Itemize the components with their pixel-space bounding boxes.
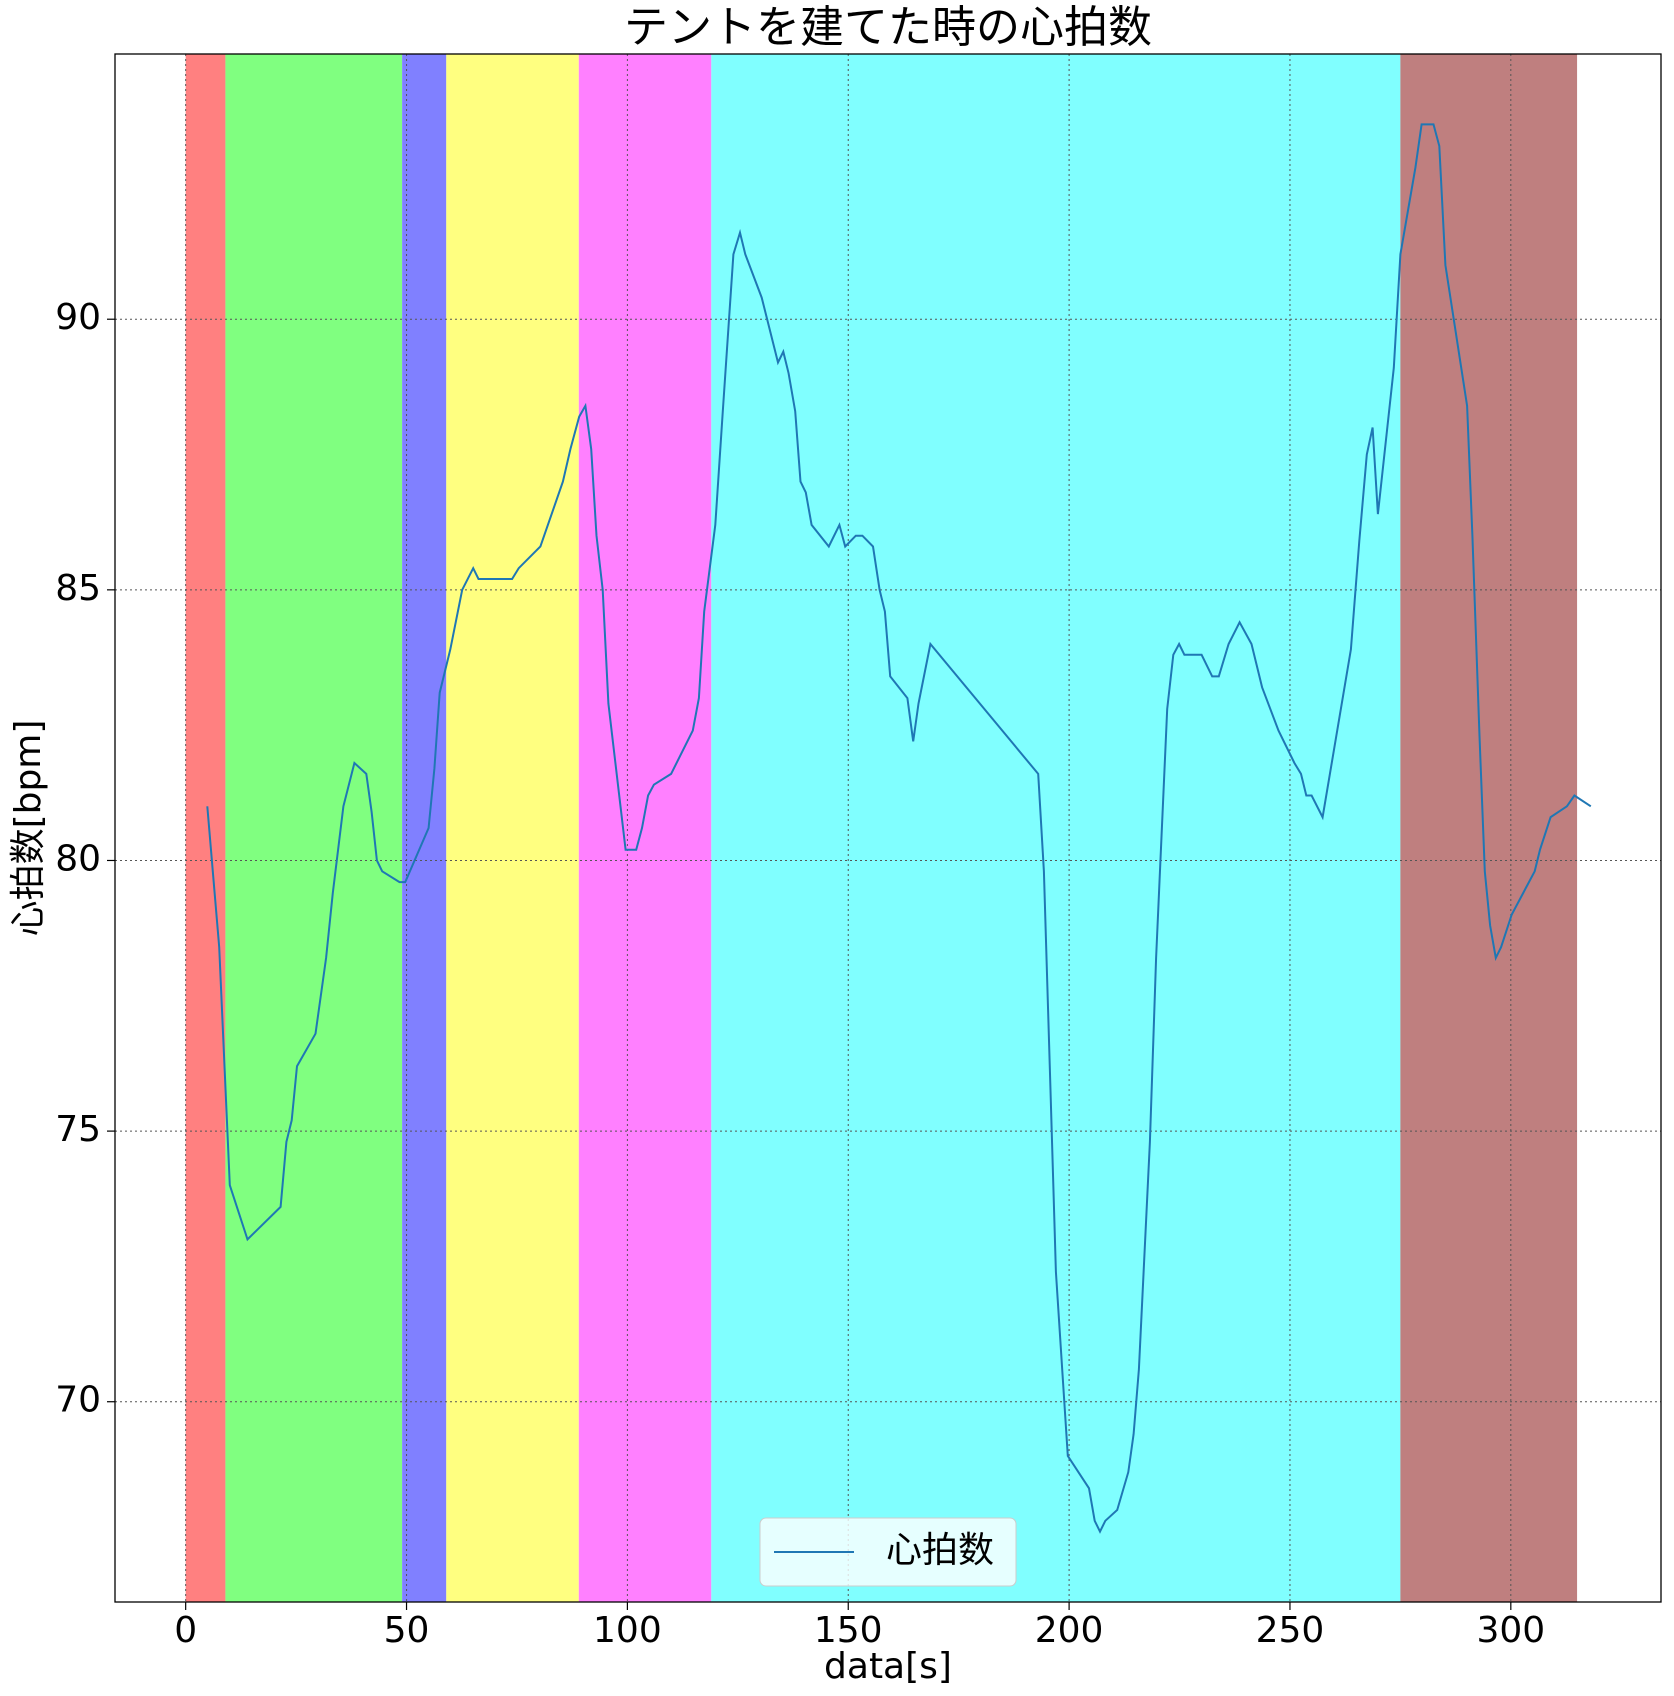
line	[206, 123, 1592, 1534]
span	[446, 54, 579, 1602]
span	[711, 54, 1401, 1602]
legend-label: 心拍数	[886, 1530, 994, 1571]
span	[185, 54, 226, 1602]
y-tick-label: 70	[55, 1380, 101, 1421]
span	[225, 54, 403, 1602]
span	[578, 54, 712, 1602]
x-tick-label: 200	[1035, 1610, 1104, 1651]
legend-box	[759, 1517, 1017, 1587]
plot-frame	[114, 53, 1662, 1603]
y-tick-label: 80	[55, 838, 101, 879]
x-axis-label: data[s]	[824, 1646, 952, 1687]
legend: 心拍数	[759, 1517, 1017, 1587]
chart-title: テントを建てた時の心拍数	[624, 2, 1152, 53]
y-tick-label: 75	[55, 1109, 101, 1150]
y-axis-label: 心拍数[bpm]	[8, 720, 49, 937]
span	[402, 54, 447, 1602]
span	[1400, 54, 1578, 1602]
x-tick-label: 250	[1256, 1610, 1325, 1651]
x-tick-label: 0	[174, 1610, 197, 1651]
y-tick-label: 85	[55, 568, 101, 609]
x-tick-label: 50	[384, 1610, 430, 1651]
x-tick-label: 300	[1476, 1610, 1545, 1651]
x-tick-label: 150	[814, 1610, 883, 1651]
x-tick-label: 100	[593, 1610, 662, 1651]
y-tick-label: 90	[55, 297, 101, 338]
